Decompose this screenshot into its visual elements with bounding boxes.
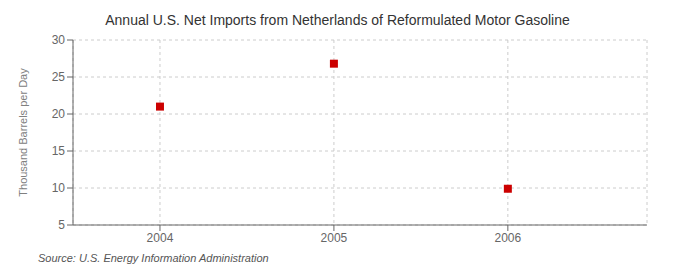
svg-text:2005: 2005 bbox=[321, 231, 348, 245]
svg-text:2006: 2006 bbox=[494, 231, 521, 245]
svg-text:20: 20 bbox=[52, 107, 66, 121]
svg-text:2004: 2004 bbox=[147, 231, 174, 245]
svg-text:15: 15 bbox=[52, 144, 66, 158]
svg-text:10: 10 bbox=[52, 181, 66, 195]
svg-text:25: 25 bbox=[52, 70, 66, 84]
html-text:Annual U.S. Net Imports from N: Annual U.S. Net Imports from Netherlands… bbox=[105, 12, 570, 28]
html-text:Source: U.S. Energy Informatio: Source: U.S. Energy Information Administ… bbox=[38, 252, 269, 264]
svg-text:30: 30 bbox=[52, 33, 66, 47]
svg-text:Thousand Barrels per Day: Thousand Barrels per Day bbox=[17, 68, 29, 197]
svg-text:5: 5 bbox=[58, 218, 65, 232]
